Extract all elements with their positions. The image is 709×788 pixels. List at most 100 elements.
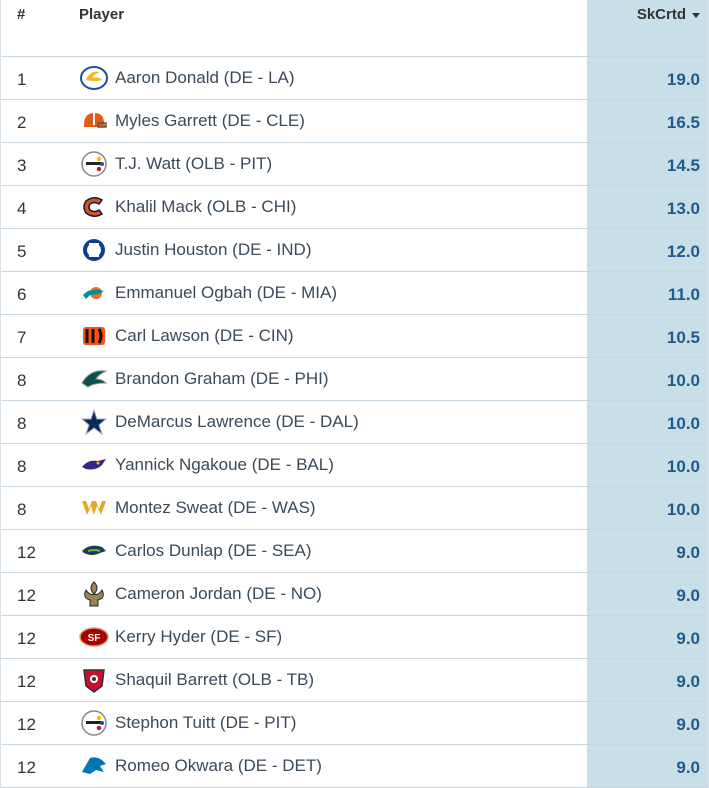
rank-cell: 2 bbox=[17, 113, 27, 132]
rank-cell: 8 bbox=[17, 457, 27, 476]
player-cell[interactable]: SF Kerry Hyder (DE - SF) bbox=[79, 616, 282, 658]
player-name-link[interactable]: Montez Sweat (DE - WAS) bbox=[115, 498, 316, 517]
player-name-link[interactable]: Stephon Tuitt (DE - PIT) bbox=[115, 713, 297, 732]
player-cell[interactable]: Myles Garrett (DE - CLE) bbox=[79, 100, 305, 142]
player-name-link[interactable]: Kerry Hyder (DE - SF) bbox=[115, 627, 283, 646]
skcrtd-value-cell: 11.0 bbox=[587, 272, 708, 314]
table-row: 1 Aaron Donald (DE - LA) 19.0 bbox=[1, 57, 708, 100]
caret-down-icon bbox=[692, 12, 700, 18]
team-logo-icon bbox=[79, 150, 109, 178]
table-row: 6 Emmanuel Ogbah (DE - MIA) 11.0 bbox=[1, 272, 708, 315]
player-name-link[interactable]: Myles Garrett (DE - CLE) bbox=[115, 111, 305, 130]
player-name-link[interactable]: T.J. Watt (OLB - PIT) bbox=[115, 154, 273, 173]
team-logo-icon bbox=[79, 193, 109, 221]
skcrtd-value-cell: 14.5 bbox=[587, 143, 708, 185]
player-cell[interactable]: T.J. Watt (OLB - PIT) bbox=[79, 143, 272, 185]
rank-cell: 12 bbox=[17, 586, 36, 605]
table-header: # Player SkCrtd bbox=[1, 0, 708, 57]
skcrtd-value-cell: 10.5 bbox=[587, 315, 708, 357]
player-name-link[interactable]: Cameron Jordan (DE - NO) bbox=[115, 584, 322, 603]
rank-cell: 3 bbox=[17, 156, 27, 175]
player-cell[interactable]: Carl Lawson (DE - CIN) bbox=[79, 315, 294, 357]
team-logo-icon bbox=[79, 709, 109, 737]
player-cell[interactable]: Justin Houston (DE - IND) bbox=[79, 229, 312, 271]
skcrtd-value-cell: 9.0 bbox=[587, 745, 708, 787]
skcrtd-value-cell: 16.5 bbox=[587, 100, 708, 142]
rank-cell: 8 bbox=[17, 500, 27, 519]
player-name-link[interactable]: Carlos Dunlap (DE - SEA) bbox=[115, 541, 312, 560]
player-cell[interactable]: Carlos Dunlap (DE - SEA) bbox=[79, 530, 312, 572]
player-name-link[interactable]: Romeo Okwara (DE - DET) bbox=[115, 756, 322, 775]
skcrtd-value-cell: 9.0 bbox=[587, 659, 708, 701]
player-name-link[interactable]: Khalil Mack (OLB - CHI) bbox=[115, 197, 297, 216]
player-name-link[interactable]: Emmanuel Ogbah (DE - MIA) bbox=[115, 283, 338, 302]
player-cell[interactable]: Romeo Okwara (DE - DET) bbox=[79, 745, 322, 787]
skcrtd-value-cell: 12.0 bbox=[587, 229, 708, 271]
team-logo-icon bbox=[79, 236, 109, 264]
rank-column-header[interactable]: # bbox=[17, 6, 26, 23]
rank-cell: 12 bbox=[17, 758, 36, 777]
skcrtd-value-cell: 9.0 bbox=[587, 616, 708, 658]
table-row: 3 T.J. Watt (OLB - PIT) 14.5 bbox=[1, 143, 708, 186]
skcrtd-value-cell: 19.0 bbox=[587, 57, 708, 99]
team-logo-icon bbox=[79, 408, 109, 436]
rank-cell: 1 bbox=[17, 70, 27, 89]
team-logo-icon bbox=[79, 494, 109, 522]
team-logo-icon bbox=[79, 451, 109, 479]
skcrtd-value-cell: 9.0 bbox=[587, 573, 708, 615]
table-row: 12 Carlos Dunlap (DE - SEA) 9.0 bbox=[1, 530, 708, 573]
player-name-link[interactable]: Aaron Donald (DE - LA) bbox=[115, 68, 295, 87]
skcrtd-value-cell: 10.0 bbox=[587, 358, 708, 400]
team-logo-icon bbox=[79, 365, 109, 393]
player-name-link[interactable]: Brandon Graham (DE - PHI) bbox=[115, 369, 329, 388]
skcrtd-column-header[interactable]: SkCrtd bbox=[587, 0, 708, 56]
team-logo-icon bbox=[79, 322, 109, 350]
team-logo-icon bbox=[79, 64, 109, 92]
rank-cell: 4 bbox=[17, 199, 27, 218]
table-row: 12 Stephon Tuitt (DE - PIT) 9.0 bbox=[1, 702, 708, 745]
player-name-link[interactable]: Carl Lawson (DE - CIN) bbox=[115, 326, 294, 345]
player-cell[interactable]: Cameron Jordan (DE - NO) bbox=[79, 573, 322, 615]
team-logo-icon bbox=[79, 666, 109, 694]
skcrtd-value-cell: 10.0 bbox=[587, 401, 708, 443]
player-cell[interactable]: Brandon Graham (DE - PHI) bbox=[79, 358, 329, 400]
rank-cell: 6 bbox=[17, 285, 27, 304]
skcrtd-value-cell: 9.0 bbox=[587, 530, 708, 572]
svg-text:SF: SF bbox=[88, 633, 101, 644]
rank-cell: 8 bbox=[17, 371, 27, 390]
player-cell[interactable]: Stephon Tuitt (DE - PIT) bbox=[79, 702, 296, 744]
table-row: 12 SF Kerry Hyder (DE - SF) 9.0 bbox=[1, 616, 708, 659]
player-column-header[interactable]: Player bbox=[79, 6, 125, 23]
player-cell[interactable]: DeMarcus Lawrence (DE - DAL) bbox=[79, 401, 359, 443]
rank-cell: 12 bbox=[17, 543, 36, 562]
rank-cell: 7 bbox=[17, 328, 27, 347]
table-row: 8 Montez Sweat (DE - WAS) 10.0 bbox=[1, 487, 708, 530]
player-cell[interactable]: Aaron Donald (DE - LA) bbox=[79, 57, 295, 99]
table-row: 8 Brandon Graham (DE - PHI) 10.0 bbox=[1, 358, 708, 401]
table-row: 8 DeMarcus Lawrence (DE - DAL) 10.0 bbox=[1, 401, 708, 444]
skcrtd-value-cell: 10.0 bbox=[587, 487, 708, 529]
skcrtd-header-label: SkCrtd bbox=[636, 6, 686, 23]
team-logo-icon bbox=[79, 752, 109, 780]
player-cell[interactable]: Yannick Ngakoue (DE - BAL) bbox=[79, 444, 334, 486]
skcrtd-value-cell: 10.0 bbox=[587, 444, 708, 486]
player-cell[interactable]: Montez Sweat (DE - WAS) bbox=[79, 487, 316, 529]
player-name-link[interactable]: Shaquil Barrett (OLB - TB) bbox=[115, 670, 315, 689]
team-logo-icon bbox=[79, 107, 109, 135]
rank-cell: 12 bbox=[17, 629, 36, 648]
player-name-link[interactable]: DeMarcus Lawrence (DE - DAL) bbox=[115, 412, 359, 431]
skcrtd-value-cell: 13.0 bbox=[587, 186, 708, 228]
table-row: 4 Khalil Mack (OLB - CHI) 13.0 bbox=[1, 186, 708, 229]
player-cell[interactable]: Khalil Mack (OLB - CHI) bbox=[79, 186, 296, 228]
player-name-link[interactable]: Justin Houston (DE - IND) bbox=[115, 240, 312, 259]
player-cell[interactable]: Shaquil Barrett (OLB - TB) bbox=[79, 659, 314, 701]
table-body: 1 Aaron Donald (DE - LA) 19.0 2 Myles Garret… bbox=[1, 57, 708, 788]
table-row: 2 Myles Garrett (DE - CLE) 16.5 bbox=[1, 100, 708, 143]
table-row: 7 Carl Lawson (DE - CIN) 10.5 bbox=[1, 315, 708, 358]
team-logo-icon bbox=[79, 580, 109, 608]
player-name-link[interactable]: Yannick Ngakoue (DE - BAL) bbox=[115, 455, 334, 474]
player-cell[interactable]: Emmanuel Ogbah (DE - MIA) bbox=[79, 272, 337, 314]
rank-cell: 12 bbox=[17, 672, 36, 691]
table-row: 12 Shaquil Barrett (OLB - TB) 9.0 bbox=[1, 659, 708, 702]
